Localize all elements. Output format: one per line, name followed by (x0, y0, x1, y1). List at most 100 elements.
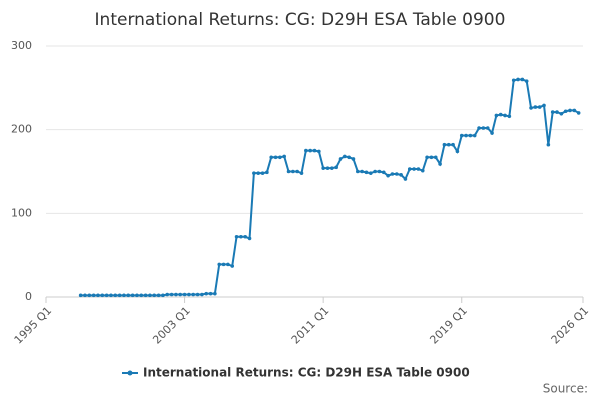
point (524, 79, 529, 83)
point (204, 291, 209, 296)
point (481, 126, 486, 130)
point (299, 171, 304, 175)
point (559, 111, 564, 116)
point (178, 292, 183, 297)
point (243, 234, 248, 239)
point (113, 293, 118, 298)
point (438, 162, 442, 166)
series-line (80, 78, 580, 297)
point (317, 149, 321, 154)
point (217, 262, 222, 267)
point (403, 177, 408, 181)
point (494, 113, 499, 118)
point (468, 133, 473, 138)
point (446, 142, 451, 147)
point (100, 293, 105, 298)
point (143, 293, 148, 298)
point (368, 171, 373, 175)
point (109, 293, 113, 298)
x-tick-label: 2003 Q1 (150, 304, 193, 347)
point (200, 292, 204, 297)
point (455, 149, 460, 154)
point (377, 169, 382, 174)
point (260, 171, 265, 175)
chart-title: International Returns: CG: D29H ESA Tabl… (95, 10, 506, 30)
point (247, 236, 252, 241)
point (412, 167, 416, 171)
point (308, 148, 312, 153)
point (381, 170, 386, 175)
point (230, 264, 235, 268)
point (286, 169, 291, 174)
point (304, 148, 308, 153)
point (122, 293, 126, 298)
point (477, 126, 481, 130)
point (516, 77, 520, 82)
point (550, 110, 555, 114)
x-tick-label: 1995 Q1 (12, 304, 55, 347)
point (520, 77, 525, 82)
point (161, 293, 165, 298)
point (343, 154, 347, 159)
point (420, 168, 425, 173)
y-tick-label: 200 (11, 123, 32, 136)
point (490, 131, 494, 135)
point (83, 293, 87, 298)
point (256, 171, 261, 175)
point (195, 292, 200, 297)
point (334, 165, 338, 170)
y-tick-label: 0 (25, 290, 32, 303)
point (507, 114, 512, 119)
point (464, 133, 468, 138)
point (546, 142, 551, 147)
point (390, 172, 395, 176)
point (96, 293, 100, 298)
point (347, 155, 351, 160)
point (208, 291, 213, 296)
point (191, 292, 196, 297)
y-tick-label: 100 (11, 206, 32, 219)
point (503, 113, 507, 118)
point (360, 169, 364, 174)
point (239, 234, 243, 239)
point (356, 169, 360, 174)
point (91, 293, 96, 298)
point (555, 110, 559, 114)
point (485, 126, 490, 130)
point (87, 293, 92, 298)
point (174, 292, 178, 297)
point (165, 292, 170, 297)
point (117, 293, 122, 298)
source: Source: (543, 382, 588, 396)
point (139, 293, 144, 298)
legend-label: International Returns: CG: D29H ESA Tabl… (143, 366, 470, 380)
point (338, 157, 343, 161)
point (529, 106, 533, 110)
point (269, 155, 273, 160)
point (399, 173, 403, 177)
y-tick-label: 300 (11, 39, 32, 52)
point (364, 170, 369, 175)
point (130, 293, 135, 298)
point (126, 293, 131, 298)
point (265, 170, 269, 175)
point (533, 105, 538, 109)
point (373, 169, 377, 174)
point (429, 155, 434, 160)
point (511, 78, 516, 83)
point (498, 112, 503, 117)
point (459, 133, 464, 138)
point (169, 292, 174, 297)
point (295, 169, 299, 174)
point (182, 292, 187, 297)
point (273, 155, 278, 160)
point (282, 154, 286, 159)
point (234, 234, 239, 239)
point (351, 157, 356, 161)
point (451, 142, 455, 147)
point (152, 293, 157, 298)
point (312, 148, 317, 153)
x-tick-label: 2011 Q1 (289, 304, 332, 347)
point (148, 293, 152, 298)
x-tick-label: 2019 Q1 (427, 304, 470, 347)
